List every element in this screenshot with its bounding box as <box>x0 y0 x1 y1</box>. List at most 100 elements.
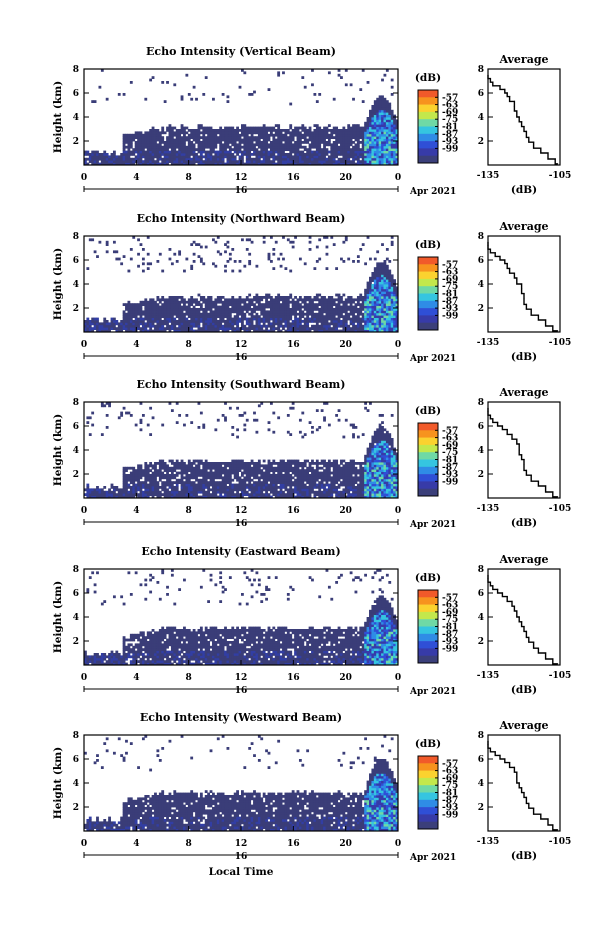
colorbar-swatch <box>418 792 438 801</box>
average-point <box>557 163 559 165</box>
avg-y-tick-label: 2 <box>478 803 484 813</box>
avg-y-tick-label: 4 <box>478 779 484 789</box>
avg-y-tick-label: 4 <box>478 446 484 456</box>
average-point <box>489 581 491 583</box>
y-axis-label: Height (km) <box>52 81 64 153</box>
avg-y-tick-label: 2 <box>478 637 484 647</box>
colorbar-unit: (dB) <box>415 405 441 417</box>
average-point <box>489 78 491 80</box>
average-point <box>497 588 499 591</box>
y-tick-label: 6 <box>73 755 79 765</box>
x-tick-label: 12 <box>235 839 248 849</box>
colorbar-tick-label: -75 <box>442 282 458 292</box>
avg-x-axis-label: (dB) <box>511 517 537 529</box>
panel-title: Echo Intensity (Westward Beam) <box>140 711 342 724</box>
avg-x-tick-label: -105 <box>549 504 572 514</box>
y-tick-label: 4 <box>73 613 79 623</box>
y-tick-label: 2 <box>73 637 79 647</box>
x-tick-label: 20 <box>339 673 352 683</box>
colorbar: (dB)-57-63-69-75-81-87-93-99 <box>415 239 458 331</box>
avg-y-tick-label: 4 <box>478 613 484 623</box>
average-point <box>516 610 518 612</box>
avg-y-tick-label: 6 <box>478 256 484 266</box>
colorbar-tick-label: -93 <box>442 637 458 647</box>
average-point <box>528 636 530 639</box>
month-label: Apr 2021 <box>409 853 456 863</box>
average-point <box>499 255 501 257</box>
date-label: 16 <box>235 186 248 196</box>
panel-1: Echo Intensity (Vertical Beam) 2 4 6 8 Height… <box>52 45 571 197</box>
x-tick-label: 0 <box>81 839 87 849</box>
average-point <box>513 100 516 102</box>
avg-x-tick-label: -135 <box>477 671 500 681</box>
x-tick-label: 4 <box>133 673 139 683</box>
average-frame <box>487 235 561 333</box>
average-frame <box>487 734 561 832</box>
colorbar-swatch <box>418 821 438 830</box>
average-point <box>530 308 532 310</box>
x-tick-label: 16 <box>287 673 300 683</box>
average-point <box>547 152 549 154</box>
y-tick-label: 4 <box>73 113 79 123</box>
panel-title: Echo Intensity (Southward Beam) <box>137 378 346 391</box>
x-tick-label: 0 <box>81 340 87 350</box>
colorbar-swatch <box>418 278 438 287</box>
colorbar-tick-label: -75 <box>442 448 458 458</box>
colorbar-swatch <box>418 257 438 265</box>
avg-y-tick-label: 8 <box>478 232 484 242</box>
colorbar-tick-label: -69 <box>442 441 458 451</box>
colorbar-tick-label: -75 <box>442 615 458 625</box>
colorbar-tick-label: -93 <box>442 137 458 147</box>
colorbar-tick-label: -63 <box>442 101 458 111</box>
colorbar-tick-label: -57 <box>442 426 458 436</box>
average-point <box>557 330 559 332</box>
month-label: Apr 2021 <box>409 354 456 364</box>
y-axis-label: Height (km) <box>52 248 64 320</box>
x-tick-label: 0 <box>81 506 87 516</box>
average-point <box>518 449 520 451</box>
average-point <box>487 411 489 413</box>
x-tick-label: 8 <box>186 173 192 183</box>
heatmap-cells <box>84 402 399 499</box>
average-point <box>501 425 503 427</box>
average-title: Average <box>498 386 548 399</box>
y-axis-label: Height (km) <box>52 581 64 653</box>
y-axis-label: Height (km) <box>52 747 64 819</box>
date-label: 16 <box>235 686 248 696</box>
average-point <box>525 130 528 132</box>
panel-2: Echo Intensity (Northward Beam) 2 4 6 8 Heigh… <box>52 212 571 364</box>
average-point <box>521 288 523 290</box>
colorbar-tick-label: -57 <box>442 759 458 769</box>
colorbar-tick-label: -87 <box>442 463 458 473</box>
y-tick-label: 2 <box>73 304 79 314</box>
colorbar-swatch <box>418 488 438 497</box>
colorbar: (dB)-57-63-69-75-81-87-93-99 <box>415 572 458 664</box>
colorbar-swatch <box>418 444 438 453</box>
colorbar-tick-label: -69 <box>442 108 458 118</box>
colorbar-tick-label: -99 <box>442 810 458 820</box>
heatmap-cells <box>84 236 399 333</box>
colorbar-tick-label: -87 <box>442 130 458 140</box>
colorbar-tick-label: -81 <box>442 789 458 799</box>
x-tick-label: 0 <box>81 673 87 683</box>
average-title: Average <box>498 220 548 233</box>
average-point <box>504 88 506 90</box>
heatmap-cells <box>84 569 399 666</box>
avg-y-tick-label: 2 <box>478 470 484 480</box>
colorbar-tick-label: -87 <box>442 630 458 640</box>
x-tick-label: 0 <box>395 506 401 516</box>
colorbar-tick-label: -99 <box>442 311 458 321</box>
colorbar-swatch <box>418 104 438 113</box>
average-point <box>533 807 535 809</box>
colorbar-swatch <box>418 126 438 135</box>
colorbar-tick-label: -87 <box>442 796 458 806</box>
avg-x-axis-label: (dB) <box>511 351 537 363</box>
colorbar-swatch <box>418 641 438 649</box>
average-point <box>492 418 494 420</box>
colorbar-tick-label: -57 <box>442 93 458 103</box>
average-title: Average <box>498 553 548 566</box>
average-point <box>537 480 540 482</box>
colorbar-swatch <box>418 474 438 482</box>
average-point <box>506 596 508 598</box>
colorbar-swatch <box>418 611 438 620</box>
